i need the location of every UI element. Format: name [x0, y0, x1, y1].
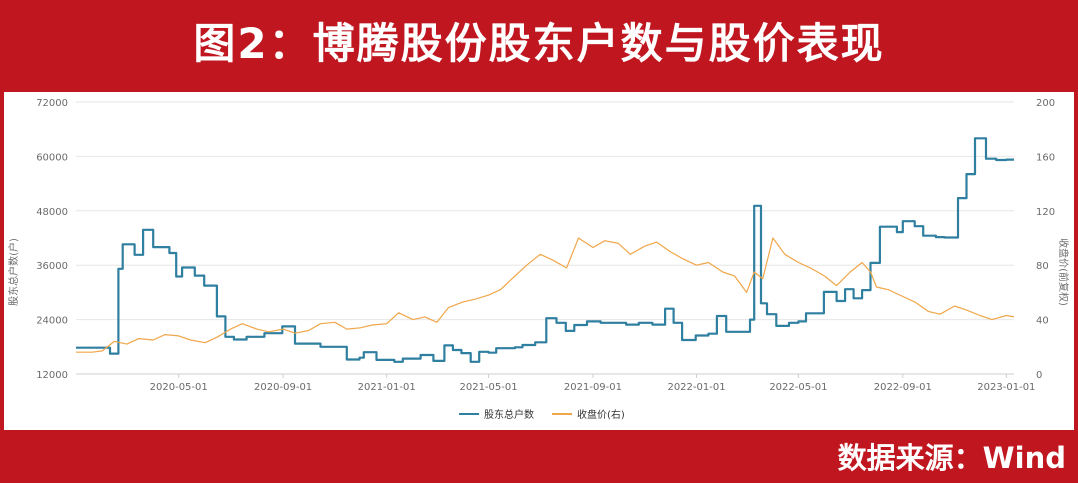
y-tick-left: 12000 [36, 370, 68, 381]
y-tick-right: 40 [1036, 316, 1049, 327]
y-tick-left: 24000 [36, 316, 68, 327]
x-tick: 2021-01-01 [358, 382, 416, 393]
y-axis-right-label: 收盘价(前复权) [1057, 238, 1070, 306]
x-axis: 2020-05-01 2020-09-01 2021-01-01 2021-05-01… [76, 373, 1035, 393]
x-tick: 2022-01-01 [667, 382, 725, 393]
x-tick: 2021-09-01 [564, 382, 622, 393]
legend-item[interactable]: 股东总户数 [484, 408, 534, 421]
series-line-shareholders [76, 137, 1014, 363]
y-tick-right: 160 [1036, 152, 1055, 163]
x-tick: 2020-09-01 [254, 382, 312, 393]
grid-lines [76, 101, 1014, 375]
y-tick-right: 120 [1036, 207, 1055, 218]
chart: 72000 60000 48000 36000 24000 12000 200 160 120… [7, 98, 1070, 421]
y-tick-left: 48000 [36, 207, 68, 218]
x-tick: 2021-05-01 [459, 382, 517, 393]
y-tick-right: 0 [1036, 370, 1042, 381]
legend[interactable]: 股东总户数 收盘价(右) [459, 408, 625, 421]
y-tick-right: 200 [1036, 98, 1055, 109]
x-tick: 2022-05-01 [769, 382, 827, 393]
y-tick-right: 80 [1036, 261, 1049, 272]
y-tick-left: 60000 [36, 152, 68, 163]
legend-item[interactable]: 收盘价(右) [577, 408, 625, 421]
page-title: 图2：博腾股份股东户数与股价表现 [193, 19, 885, 68]
y-axis-right: 200 160 120 80 40 0 [1036, 98, 1055, 381]
source-note: 数据来源：Wind [837, 441, 1066, 475]
y-tick-left: 36000 [36, 261, 68, 272]
title-banner: 图2：博腾股份股东户数与股价表现 [0, 0, 1078, 90]
y-axis-left: 72000 60000 48000 36000 24000 12000 [36, 98, 68, 381]
x-tick: 2022-09-01 [874, 382, 932, 393]
y-axis-left-label: 股东总户数(户) [7, 238, 20, 306]
series-line-price [76, 237, 1015, 353]
series-group [76, 137, 1015, 363]
x-tick: 2020-05-01 [150, 382, 208, 393]
y-tick-left: 72000 [36, 98, 68, 109]
x-tick: 2023-01-01 [977, 382, 1035, 393]
chart-panel: 72000 60000 48000 36000 24000 12000 200 160 120… [4, 92, 1074, 430]
